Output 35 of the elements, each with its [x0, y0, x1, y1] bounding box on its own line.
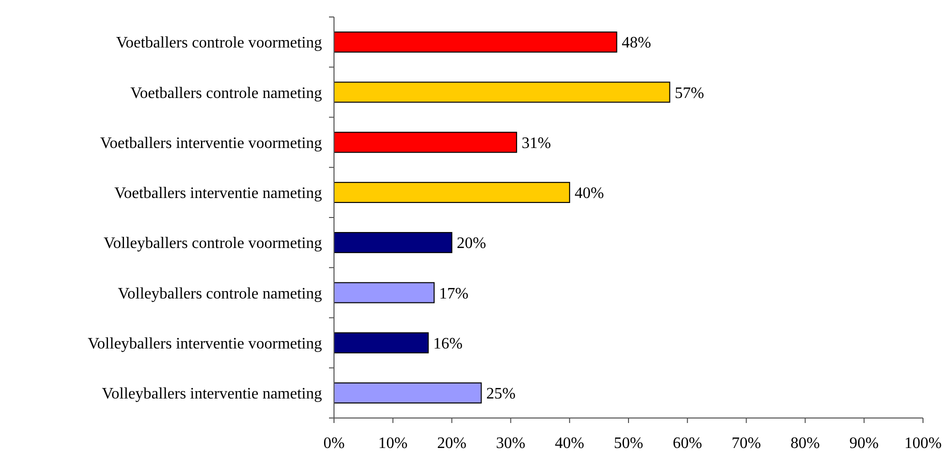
x-tick-label: 100% [904, 435, 942, 452]
x-tick-label: 50% [614, 435, 644, 452]
data-label: 48% [622, 34, 652, 52]
y-tick-label: Voetballers controle voormeting [116, 34, 322, 52]
data-label: 16% [433, 335, 463, 352]
x-tick-label: 0% [323, 435, 345, 452]
x-tick-label: 70% [732, 435, 761, 452]
bar [334, 82, 670, 103]
bar [334, 232, 452, 254]
y-tick-label: Volleyballers controle voormeting [104, 235, 322, 252]
x-tick-label: 30% [496, 435, 526, 452]
y-tick-label: Voetballers controle nameting [130, 84, 322, 102]
bar [334, 282, 435, 304]
data-label: 17% [439, 285, 468, 302]
y-tick-label: Voetballers interventie nameting [114, 185, 322, 202]
y-tick-label: Volleyballers interventie voormeting [88, 335, 322, 352]
data-label: 57% [674, 84, 704, 102]
y-tick-label: Voetballers interventie voormeting [100, 134, 322, 152]
data-label: 40% [574, 185, 604, 202]
data-label: 25% [486, 386, 516, 403]
data-label: 20% [456, 235, 486, 252]
x-tick-label: 20% [437, 435, 466, 452]
bar [334, 32, 618, 53]
y-tick-label: Volleyballers controle nameting [118, 285, 322, 302]
x-tick-label: 10% [378, 435, 408, 452]
x-tick-label: 60% [672, 435, 702, 452]
y-tick-label: Volleyballers interventie nameting [102, 386, 322, 403]
x-tick-label: 80% [790, 435, 820, 452]
bar [334, 332, 429, 354]
x-tick-label: 90% [849, 435, 879, 452]
bar [334, 182, 570, 203]
data-label: 31% [522, 134, 551, 152]
bar [334, 382, 482, 404]
x-tick-label: 40% [554, 435, 584, 452]
bar [334, 132, 518, 153]
